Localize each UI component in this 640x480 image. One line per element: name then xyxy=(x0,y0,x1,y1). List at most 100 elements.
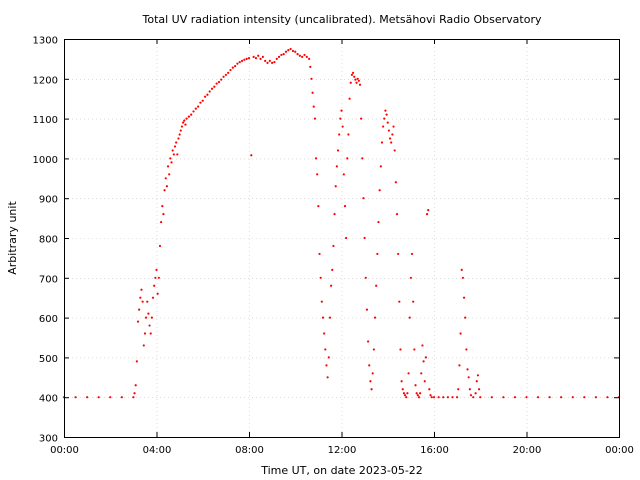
grid-lines xyxy=(64,39,619,437)
data-point xyxy=(238,60,241,64)
data-point xyxy=(442,396,445,399)
data-point xyxy=(134,384,137,387)
data-point xyxy=(213,85,216,88)
x-tick-label: 08:00 xyxy=(235,445,264,456)
y-tick-label: 500 xyxy=(39,354,58,365)
y-tick-label: 900 xyxy=(39,195,58,206)
data-point xyxy=(287,49,290,52)
x-axis-label: Time UT, on date 2023-05-22 xyxy=(260,464,423,477)
data-point xyxy=(328,316,332,319)
data-point xyxy=(149,332,152,335)
data-point xyxy=(160,220,163,224)
data-point xyxy=(261,55,264,59)
data-point xyxy=(183,119,186,122)
data-point xyxy=(362,197,365,200)
data-point xyxy=(197,105,200,108)
data-point xyxy=(358,83,362,86)
data-point xyxy=(231,66,234,69)
data-point xyxy=(282,53,285,56)
data-point xyxy=(177,137,180,140)
data-point xyxy=(243,58,246,61)
data-point xyxy=(155,268,158,271)
data-point xyxy=(427,209,430,212)
data-point xyxy=(425,213,429,216)
data-point xyxy=(385,113,388,116)
data-point xyxy=(317,205,320,208)
data-point xyxy=(462,296,466,299)
data-point xyxy=(139,296,142,299)
data-point xyxy=(461,276,465,279)
data-point xyxy=(133,392,136,395)
data-point xyxy=(336,149,340,152)
data-point xyxy=(351,71,355,74)
data-point xyxy=(140,288,143,291)
data-point xyxy=(312,105,315,108)
data-point xyxy=(347,133,350,136)
y-tick-labels: 300 400 500 600 700 800 900 1000 1100 1200 1300 xyxy=(33,36,58,445)
y-tick-label: 300 xyxy=(39,434,58,445)
data-point xyxy=(406,392,409,395)
data-point xyxy=(275,57,278,61)
data-point xyxy=(340,109,343,112)
data-point xyxy=(560,396,563,399)
data-point xyxy=(346,157,349,160)
data-point xyxy=(291,49,295,53)
y-tick-label: 1000 xyxy=(33,155,58,166)
data-point xyxy=(386,121,389,124)
data-point xyxy=(397,252,400,256)
data-point xyxy=(254,57,258,60)
data-point xyxy=(166,165,170,168)
data-point xyxy=(476,374,480,377)
data-point xyxy=(354,78,357,81)
data-point xyxy=(327,356,330,359)
data-point xyxy=(502,396,505,399)
data-point xyxy=(432,396,436,399)
data-point xyxy=(301,55,304,59)
data-point xyxy=(153,284,156,287)
data-point xyxy=(379,165,382,168)
data-point xyxy=(298,54,301,57)
data-point xyxy=(339,117,342,120)
data-point xyxy=(194,107,197,110)
data-point xyxy=(305,55,308,59)
data-point xyxy=(319,276,322,279)
data-point xyxy=(164,177,167,180)
data-point xyxy=(268,59,271,62)
data-point xyxy=(264,59,267,62)
y-tick-label: 800 xyxy=(39,235,58,246)
x-tick-label: 20:00 xyxy=(513,445,542,456)
data-point xyxy=(391,133,394,136)
data-point xyxy=(311,91,314,94)
data-point xyxy=(412,300,415,303)
data-point xyxy=(399,348,402,351)
data-point xyxy=(467,376,470,379)
data-point xyxy=(423,380,426,383)
data-point xyxy=(192,110,195,113)
data-point xyxy=(234,64,237,68)
data-point xyxy=(173,145,177,148)
data-point xyxy=(158,244,162,248)
data-point xyxy=(277,55,281,59)
data-point xyxy=(350,73,354,76)
chart-title: Total UV radiation intensity (uncalibrat… xyxy=(142,13,542,26)
data-point xyxy=(430,396,433,399)
data-point xyxy=(401,388,404,391)
data-point xyxy=(74,396,77,399)
data-point xyxy=(271,61,274,64)
data-point xyxy=(284,50,288,53)
data-point xyxy=(429,394,432,397)
data-point xyxy=(257,54,260,57)
data-point xyxy=(348,97,351,100)
data-point xyxy=(208,90,211,93)
data-point xyxy=(316,173,319,176)
data-point xyxy=(416,394,419,397)
data-points xyxy=(62,47,621,399)
data-point xyxy=(414,384,417,387)
data-point xyxy=(387,129,391,132)
data-point xyxy=(280,53,283,57)
data-point xyxy=(343,205,347,208)
data-point xyxy=(168,173,171,176)
data-point xyxy=(324,348,327,351)
data-point xyxy=(142,344,145,347)
